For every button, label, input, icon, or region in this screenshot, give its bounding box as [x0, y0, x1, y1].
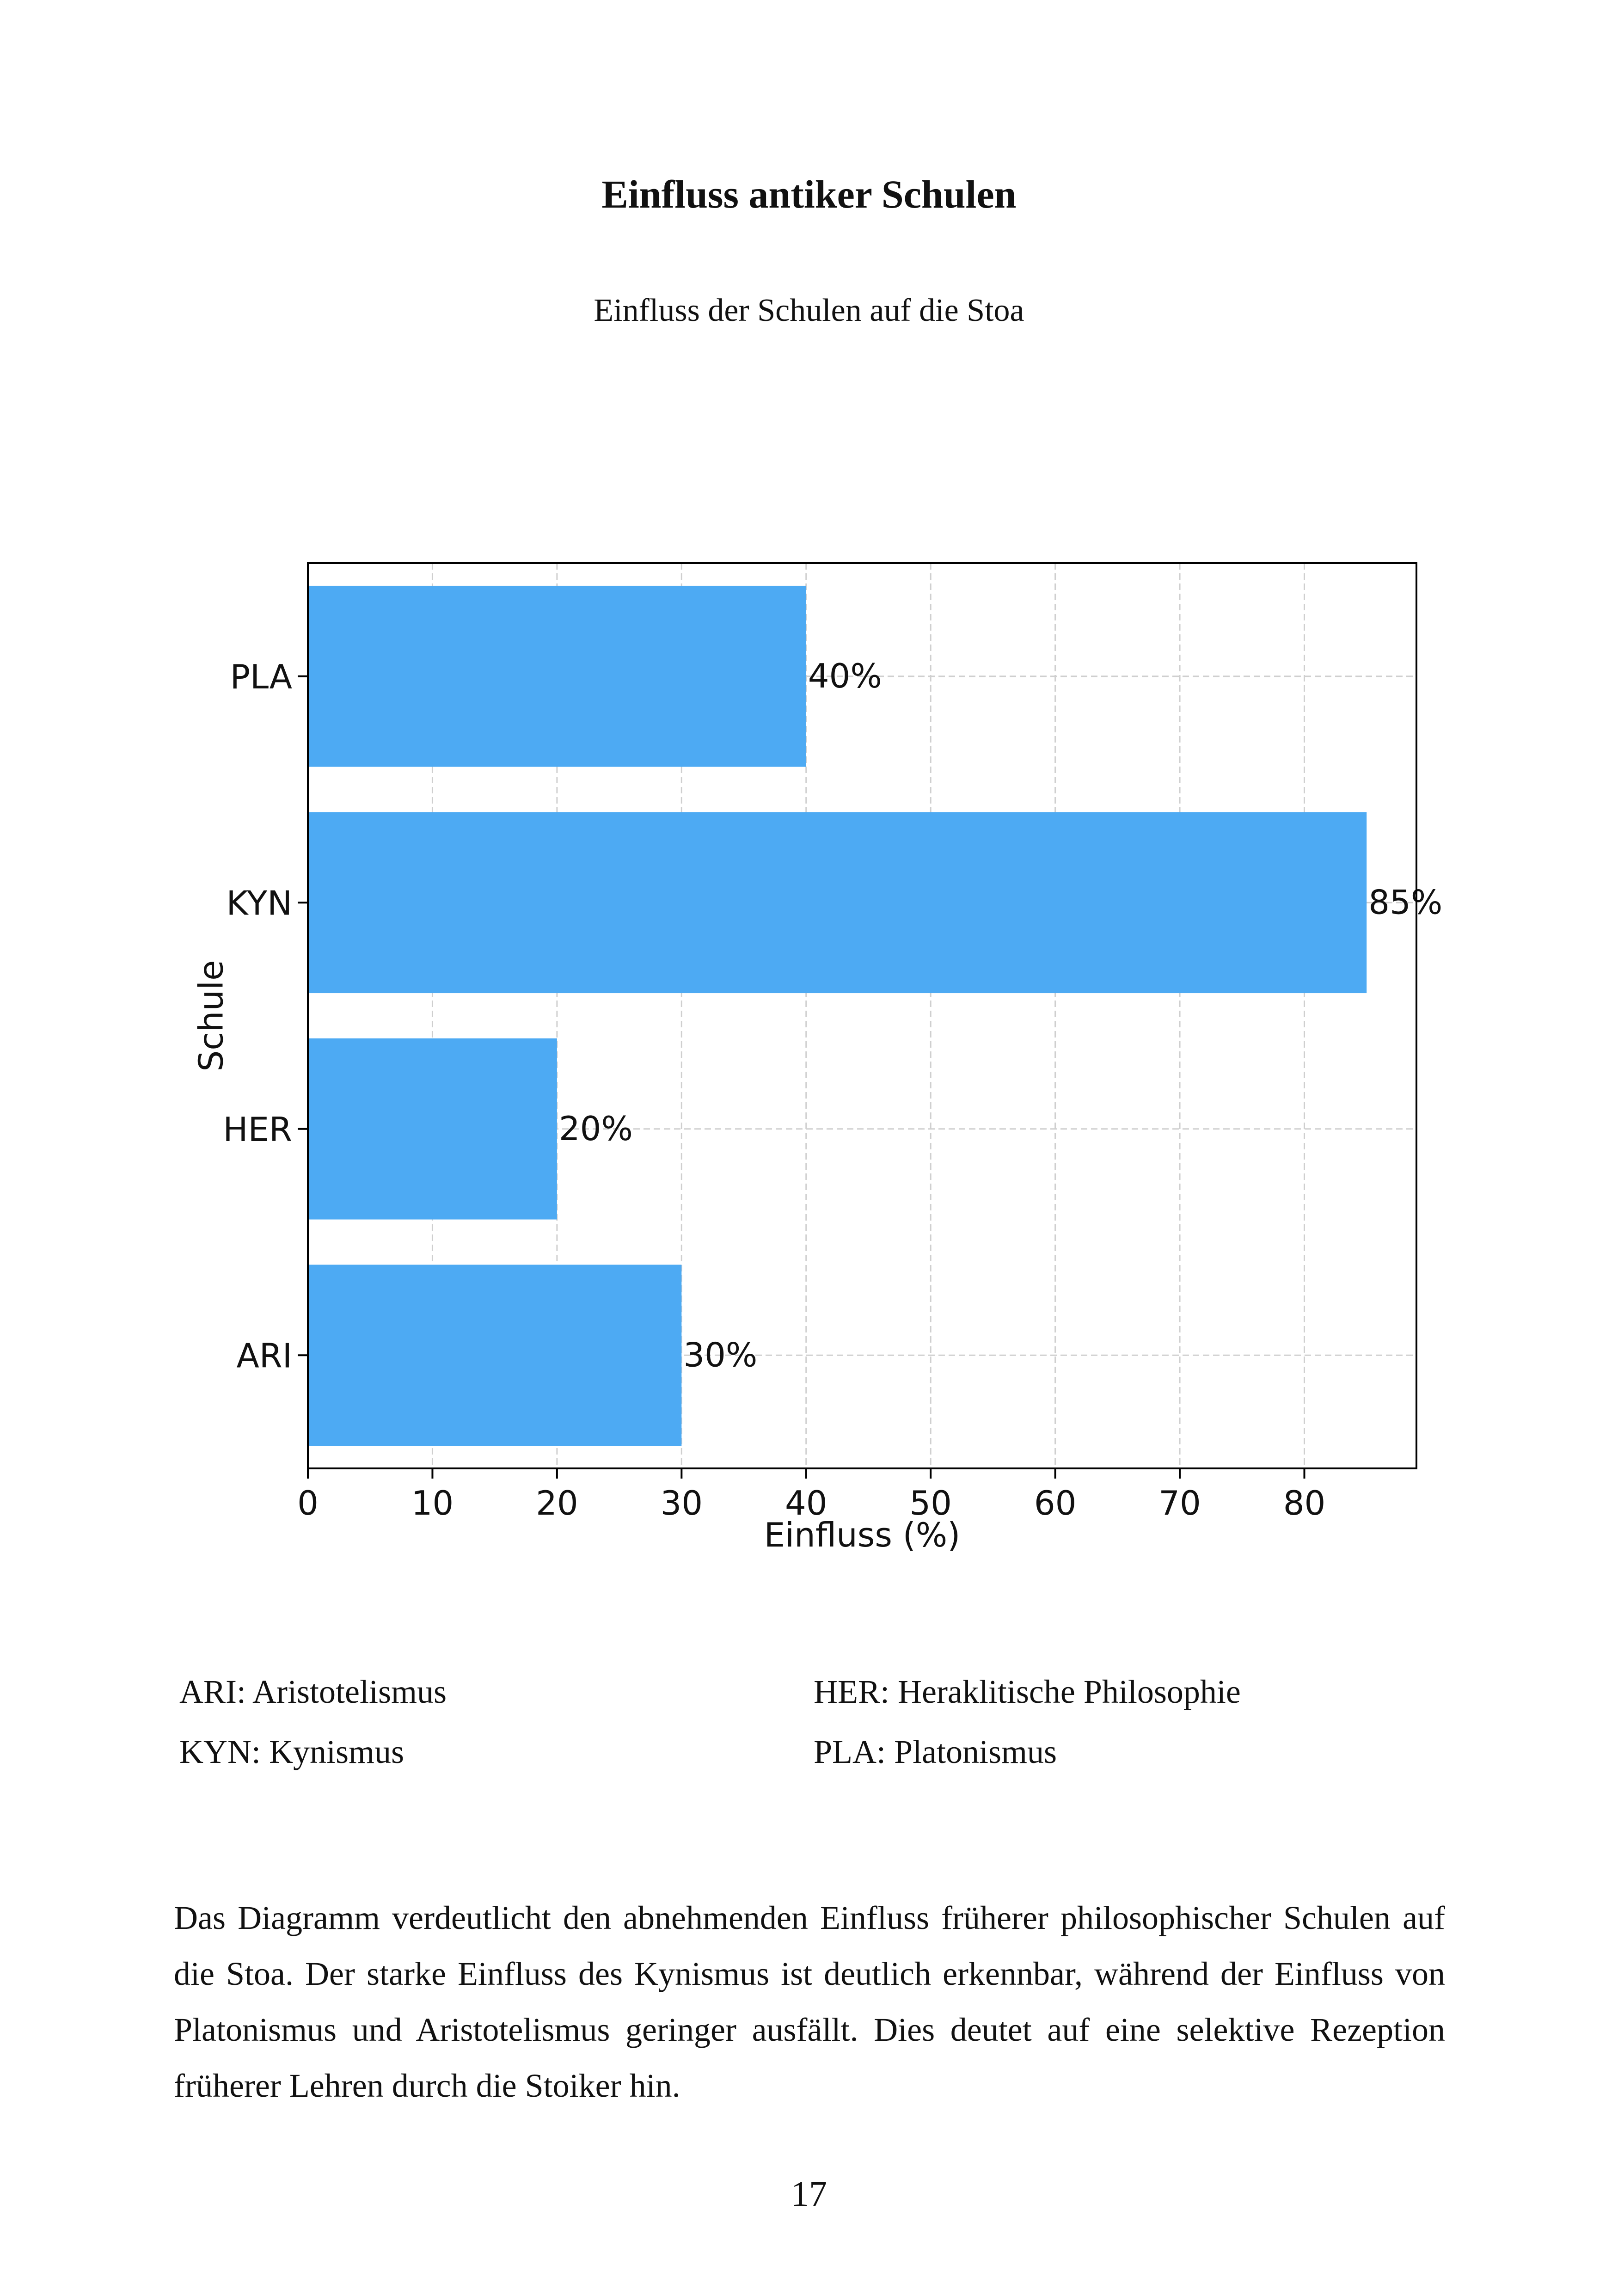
x-tick-label: 70 [1158, 1484, 1201, 1522]
y-tick-label-kyn: KYN [227, 884, 293, 922]
x-tick-label: 0 [297, 1484, 319, 1522]
y-axis-label: Schule [192, 960, 231, 1072]
chart-ticks: ARI HER KYN PLA 0 10 20 30 40 50 60 70 80 [223, 657, 1325, 1522]
data-label-pla: 40% [808, 657, 882, 695]
data-label-kyn: 85% [1368, 883, 1442, 921]
x-tick-label: 50 [909, 1484, 952, 1522]
data-label-ari: 30% [683, 1335, 757, 1374]
legend-item-kyn: KYN: Kynismus [179, 1733, 404, 1770]
x-tick-label: 30 [661, 1484, 703, 1522]
body-paragraph: Das Diagramm verdeutlicht den abnehmende… [174, 1899, 1445, 2104]
x-tick-label: 20 [536, 1484, 578, 1522]
legend-item-ari: ARI: Aristotelismus [179, 1673, 447, 1710]
plot-frame [307, 562, 1417, 1469]
y-tick-label-pla: PLA [230, 657, 292, 696]
x-tick-label: 60 [1034, 1484, 1077, 1522]
data-label-her: 20% [559, 1109, 633, 1148]
legend-item-pla: PLA: Platonismus [814, 1733, 1057, 1770]
bar-kyn [308, 812, 1367, 994]
legend-item-her: HER: Heraklitische Philosophie [814, 1673, 1241, 1710]
bar-her [308, 1038, 557, 1220]
page-number: 17 [791, 2173, 827, 2214]
x-tick-label: 80 [1283, 1484, 1326, 1522]
x-tick-label: 10 [411, 1484, 454, 1522]
x-axis-label: Einfluss (%) [764, 1516, 961, 1554]
chart-title: Einfluss der Schulen auf die Stoa [594, 293, 1024, 328]
y-tick-label-ari: ARI [236, 1336, 292, 1375]
page-title: Einfluss antiker Schulen [601, 172, 1017, 216]
bar-ari [308, 1265, 682, 1446]
y-tick-label-her: HER [223, 1110, 292, 1149]
x-tick-label: 40 [785, 1484, 827, 1522]
bar-chart: 30% 20% 85% 40% ARI HER KYN PLA 0 10 20 30 40 50 60 70… [192, 562, 1442, 1554]
bar-pla [308, 585, 806, 767]
chart-bars: 30% 20% 85% 40% [308, 585, 1442, 1446]
